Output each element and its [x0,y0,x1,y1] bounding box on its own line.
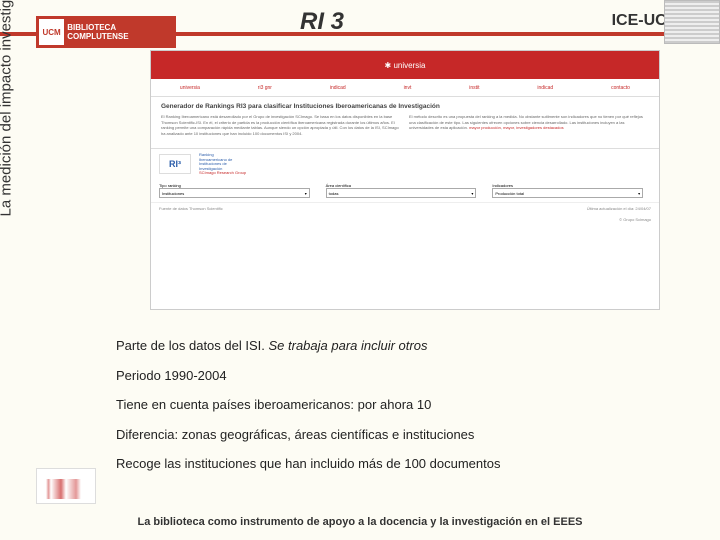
screenshot-footer-left: Fuente de datos Thomson Scientific [159,206,223,211]
ucm-logo-text: BIBLIOTECA COMPLUTENSE [67,23,176,41]
form-select-indicador[interactable]: Producción total▾ [492,188,643,198]
screenshot-brand-bar: ✱ universia [151,51,659,79]
bullet-list: Parte de los datos del ISI. Se trabaja p… [116,338,686,486]
screenshot-nav-item: invt [404,85,412,91]
thumbnail-top-right [664,0,720,44]
ri3-logo-caption: Ranking Iberoamericano de Instituciones … [199,153,246,175]
form-select-area[interactable]: todas▾ [326,188,477,198]
screenshot-heading: Generador de Rankings RI3 para clasifica… [161,103,649,110]
bullet-item: Parte de los datos del ISI. Se trabaja p… [116,338,686,354]
bullet-item: Periodo 1990-2004 [116,368,686,384]
ri3-logo-icon: RI³ [159,154,191,174]
screenshot-nav: universia ri3 gnr indicad invt instit in… [151,79,659,97]
slide-footer: La biblioteca como instrumento de apoyo … [0,516,720,528]
screenshot-nav-item: ri3 gnr [258,85,272,91]
screenshot-footer-right: Última actualización el día: 24/04/07 [587,206,651,211]
form-select-tipo[interactable]: Instituciones▾ [159,188,310,198]
bullet-item: Recoge las instituciones que han incluid… [116,456,686,472]
embedded-screenshot: ✱ universia universia ri3 gnr indicad in… [150,50,660,310]
ucm-logo: UCM BIBLIOTECA COMPLUTENSE [36,16,176,48]
screenshot-nav-item: universia [180,85,200,91]
screenshot-form: Tipo ranking Instituciones▾ Área científ… [151,179,659,202]
screenshot-nav-item: instit [469,85,479,91]
page-title: RI 3 [300,8,344,36]
screenshot-col-right: El método descrito es una propuesta del … [409,114,649,136]
bullet-item: Tiene en cuenta países iberoamericanos: … [116,397,686,413]
screenshot-nav-item: indicad [330,85,346,91]
ucm-logo-icon: UCM [39,19,64,45]
screenshot-credit: © Grupo Scimago [619,217,651,222]
screenshot-col-left: El Ranking Iberoamericano está desarroll… [161,114,401,136]
bullet-item: Diferencia: zonas geográficas, áreas cie… [116,427,686,443]
thumbnail-bottom-left [36,468,96,504]
screenshot-nav-item: indicad [537,85,553,91]
sidebar-vertical-title: La medición del impacto investigación ci… [0,0,15,279]
screenshot-nav-item: contacto [611,85,630,91]
